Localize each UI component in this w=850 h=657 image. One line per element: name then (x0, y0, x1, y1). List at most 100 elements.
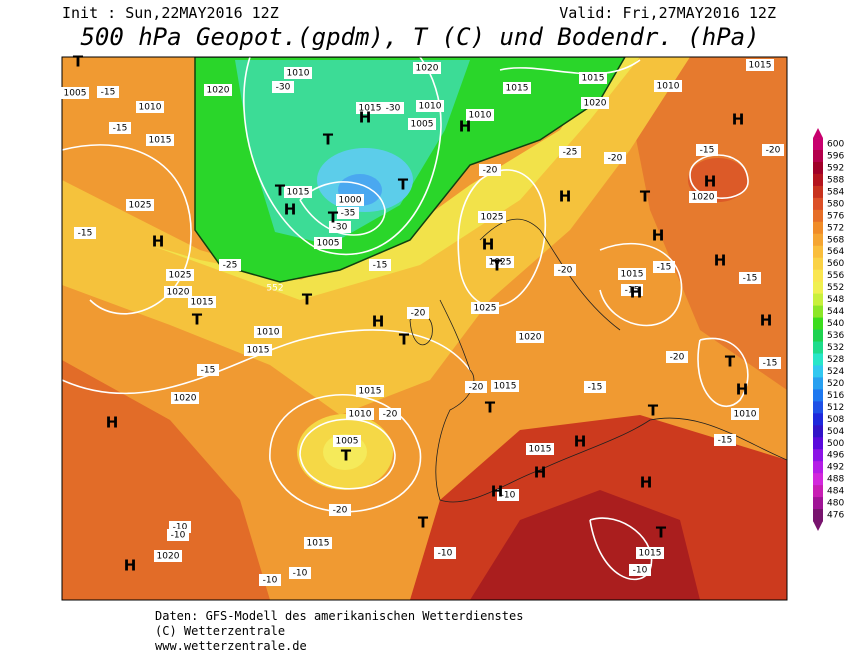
temperature-label: -20 (670, 353, 685, 363)
pressure-center: T (656, 524, 667, 542)
colorbar-segment (813, 185, 823, 199)
pressure-label-box (304, 537, 332, 549)
pressure-label: 1015 (149, 136, 172, 146)
pressure-center: T (492, 257, 503, 275)
pressure-label: 1005 (317, 239, 340, 249)
temperature-label-box (382, 102, 404, 114)
colorbar-label: 544 (827, 307, 844, 317)
colorbar-label: 552 (827, 283, 844, 293)
temperature-label: -15 (763, 359, 778, 369)
pressure-center: T (328, 209, 339, 227)
colorbar-segment (813, 341, 823, 354)
pressure-label-box (254, 326, 282, 338)
temperature-label: -30 (386, 104, 401, 114)
colorbar-cap (813, 128, 823, 138)
isobar (697, 337, 749, 407)
pressure-label: 1025 (474, 304, 497, 314)
temperature-label: -35 (341, 209, 356, 219)
temperature-label: -15 (113, 124, 128, 134)
field-warm (620, 57, 787, 390)
pressure-label: 1015 (359, 387, 382, 397)
temperature-label: -20 (383, 410, 398, 420)
colorbar-segment (813, 329, 823, 343)
pressure-label-box (466, 109, 494, 121)
colorbar-label: 572 (827, 223, 844, 233)
temperature-label: -10 (293, 569, 308, 579)
colorbar-segment (813, 281, 823, 295)
pressure-label-box (154, 550, 182, 562)
pressure-label: 1015 (494, 382, 517, 392)
temperature-label-box (379, 408, 401, 420)
temperature-label-box (497, 489, 519, 501)
field-mild (62, 57, 690, 415)
temperature-label-box (554, 264, 576, 276)
pressure-center: T (485, 399, 496, 417)
map-frame (61, 56, 788, 601)
colorbar-segment (813, 293, 823, 307)
colorbar-segment (813, 233, 823, 247)
pressure-center: H (640, 474, 653, 492)
colorbar-label: 564 (827, 247, 844, 257)
pressure-label-box (146, 134, 174, 146)
pressure-center: H (284, 201, 297, 219)
colorbar-segment (813, 365, 823, 378)
colorbar-segment (813, 377, 823, 390)
pressure-label-box (61, 87, 89, 99)
pressure-label-box (356, 102, 384, 114)
pressure-center: T (192, 311, 203, 329)
temperature-label-box (197, 364, 219, 376)
pressure-label-box (478, 211, 506, 223)
pressure-label: 1010 (287, 69, 310, 79)
pressure-label-box (579, 72, 607, 84)
map-title: 500 hPa Geopot.(gpdm), T (C) und Bodendr… (80, 23, 759, 51)
pressure-label-box (346, 408, 374, 420)
footer-line: (C) Wetterzentrale (155, 624, 285, 638)
pressure-label: 1015 (506, 84, 529, 94)
pressure-center: T (640, 188, 651, 206)
isobar (457, 169, 546, 308)
colorbar-label: 516 (827, 391, 844, 401)
temperature-label: -15 (101, 88, 116, 98)
pressure-center: H (491, 483, 504, 501)
colorbar-label: 600 (827, 140, 844, 150)
pressure-label: 1015 (621, 270, 644, 280)
pressure-label-box (136, 101, 164, 113)
temperature-label: -15 (588, 383, 603, 393)
temperature-label: -10 (501, 491, 516, 501)
pressure-center: H (574, 433, 587, 451)
pressure-center: H (372, 313, 385, 331)
temperature-label-box (666, 351, 688, 363)
pressure-label: 1010 (257, 328, 280, 338)
pressure-label: 1015 (639, 549, 662, 559)
colorbar-label: 528 (827, 355, 844, 365)
temperature-label-box (259, 574, 281, 586)
pressure-label-box (526, 443, 554, 455)
pressure-label: 1015 (307, 539, 330, 549)
colorbar-segment (813, 413, 823, 426)
temperature-label-box (369, 259, 391, 271)
colorbar-label: 540 (827, 319, 844, 329)
pressure-label: 1020 (519, 333, 542, 343)
pressure-center: T (418, 514, 429, 532)
colorbar-segment (813, 221, 823, 235)
pressure-label-box (491, 380, 519, 392)
colorbar-segment (813, 461, 823, 474)
colorbar-label: 524 (827, 367, 844, 377)
temperature-label-box (479, 164, 501, 176)
colorbar-segment (813, 389, 823, 402)
temperature-label-box (559, 146, 581, 158)
colorbar-label: 592 (827, 163, 844, 173)
colorbar-label: 580 (827, 199, 844, 209)
temperature-label: -20 (766, 146, 781, 156)
pressure-center: T (341, 447, 352, 465)
pressure-label-box (503, 82, 531, 94)
pressure-center: H (152, 233, 165, 251)
pressure-label: 1025 (489, 258, 512, 268)
colorbar-label: 536 (827, 331, 844, 341)
colorbar-label: 508 (827, 415, 844, 425)
colorbar-segment (813, 161, 823, 175)
pressure-label-box (689, 191, 717, 203)
temperature-label: -20 (411, 309, 426, 319)
temperature-label: -30 (276, 83, 291, 93)
temperature-label-box (629, 564, 651, 576)
